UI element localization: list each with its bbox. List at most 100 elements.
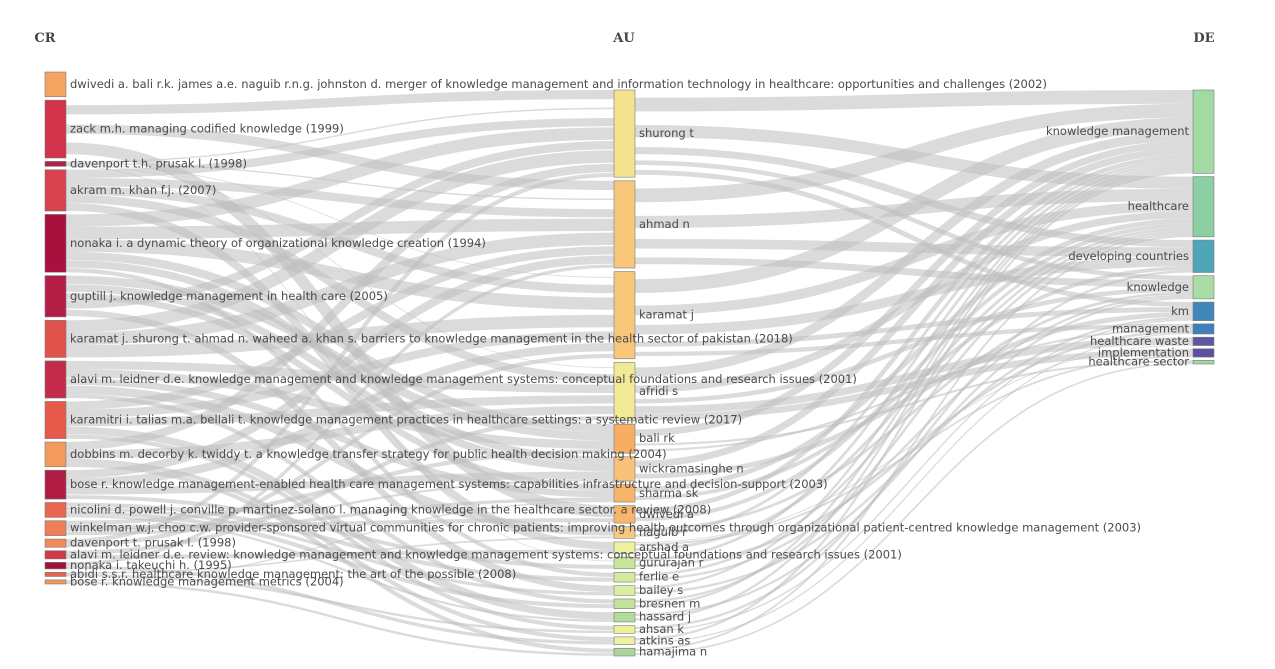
sankey-node[interactable] (1192, 323, 1215, 335)
sankey-node[interactable] (613, 611, 636, 623)
sankey-link (634, 256, 1194, 335)
sankey-node[interactable] (44, 579, 67, 585)
sankey-node-label: ahsan k (639, 622, 684, 636)
sankey-node[interactable] (44, 520, 67, 536)
sankey-node-label: ahmad n (639, 217, 690, 231)
sankey-node[interactable] (1192, 336, 1215, 346)
sankey-link (634, 140, 1194, 437)
sankey-link (634, 323, 1194, 357)
sankey-node-label: dobbins m. decorby k. twiddy t. a knowle… (70, 447, 667, 461)
sankey-node[interactable] (613, 541, 636, 554)
sankey-node[interactable] (613, 526, 636, 539)
sankey-node-label: winkelman w.j. choo c.w. provider-sponso… (70, 521, 1141, 535)
column-title-de: DE (1193, 31, 1214, 46)
sankey-node[interactable] (613, 572, 636, 583)
sankey-node[interactable] (613, 362, 636, 421)
sankey-node[interactable] (1192, 239, 1215, 273)
sankey-node[interactable] (613, 180, 636, 269)
sankey-node[interactable] (44, 502, 67, 518)
sankey-link (65, 89, 615, 115)
sankey-node[interactable] (44, 538, 67, 548)
sankey-node[interactable] (613, 636, 636, 645)
sankey-link (634, 291, 1194, 531)
sankey-node[interactable] (44, 169, 67, 212)
sankey-link (65, 314, 615, 358)
sankey-node[interactable] (1192, 301, 1215, 321)
sankey-link (65, 177, 615, 218)
sankey-node[interactable] (1192, 359, 1215, 365)
sankey-node[interactable] (44, 214, 67, 273)
sankey-link (634, 103, 1194, 203)
sankey-node[interactable] (44, 99, 67, 159)
sankey-node[interactable] (44, 275, 67, 318)
sankey-link (65, 549, 615, 559)
sankey-node[interactable] (613, 585, 636, 596)
sankey-node-label: management (1112, 321, 1190, 335)
sankey-node[interactable] (613, 556, 636, 570)
sankey-node[interactable] (1192, 275, 1215, 300)
sankey-link (65, 507, 615, 596)
sankey-link (65, 239, 615, 310)
sankey-link (634, 223, 1194, 522)
sankey-node[interactable] (44, 441, 67, 468)
sankey-node-label: afridi s (639, 384, 678, 398)
sankey-link (634, 158, 1194, 537)
sankey-node[interactable] (1192, 348, 1215, 358)
sankey-node[interactable] (44, 360, 67, 399)
sankey-node-label: akram m. khan f.j. (2007) (70, 183, 216, 197)
sankey-link (65, 107, 615, 163)
sankey-node[interactable] (613, 423, 636, 454)
sankey-link (634, 146, 1194, 248)
sankey-nodes (44, 71, 1215, 657)
sankey-node[interactable] (44, 469, 67, 500)
sankey-node[interactable] (613, 271, 636, 360)
sankey-link (634, 131, 1194, 377)
sankey-link (634, 332, 1194, 644)
sankey-node[interactable] (613, 505, 636, 524)
sankey-node[interactable] (613, 89, 636, 178)
sankey-node[interactable] (44, 320, 67, 358)
sankey-link (634, 117, 1194, 294)
sankey-node[interactable] (44, 71, 67, 98)
sankey-node[interactable] (44, 550, 67, 560)
sankey-link (634, 164, 1194, 590)
sankey-node[interactable] (44, 572, 67, 577)
sankey-node-label: nicolini d. powell j. conville p. martin… (70, 502, 711, 516)
sankey-node-label: bose r. knowledge management-enabled hea… (70, 477, 828, 491)
sankey-node[interactable] (613, 598, 636, 609)
sankey-link (65, 415, 615, 555)
sankey-node-label: alavi m. leidner d.e. review: knowledge … (70, 547, 902, 561)
sankey-node-label: ferlie e (639, 570, 679, 584)
sankey-link (65, 150, 615, 333)
sankey-link (634, 227, 1194, 552)
sankey-node-label: bailey s (639, 583, 683, 597)
sankey-node[interactable] (613, 456, 636, 482)
sankey-link (65, 163, 615, 451)
sankey-node[interactable] (613, 625, 636, 634)
sankey-link (634, 160, 1194, 281)
column-title-cr: CR (34, 31, 55, 46)
sankey-node-label: guptill j. knowledge management in healt… (70, 289, 388, 303)
sankey-link (65, 536, 615, 574)
sankey-link (65, 495, 615, 569)
sankey-node[interactable] (1192, 176, 1215, 238)
sankey-node-label: nonaka i. a dynamic theory of organizati… (70, 236, 486, 250)
sankey-link (634, 90, 1194, 112)
sankey-node-label: wickramasinghe n (639, 461, 744, 475)
sankey-node[interactable] (44, 161, 67, 167)
sankey-node-label: bose r. knowledge management metrics (20… (70, 574, 344, 588)
sankey-node-label: nonaka i. takeuchi h. (1995) (70, 558, 232, 572)
sankey-node[interactable] (44, 562, 67, 570)
sankey-node-label: dwivedi a (639, 507, 694, 521)
sankey-link (65, 573, 615, 634)
sankey-link (65, 405, 615, 459)
sankey-link (634, 147, 1194, 468)
sankey-node[interactable] (44, 401, 67, 439)
sankey-node[interactable] (613, 484, 636, 503)
sankey-node[interactable] (613, 647, 636, 657)
sankey-node-label: healthcare (1128, 199, 1189, 213)
column-title-au: AU (612, 31, 635, 46)
sankey-link (65, 140, 615, 309)
sankey-node-label: implementation (1098, 345, 1189, 359)
sankey-node[interactable] (1192, 89, 1215, 174)
